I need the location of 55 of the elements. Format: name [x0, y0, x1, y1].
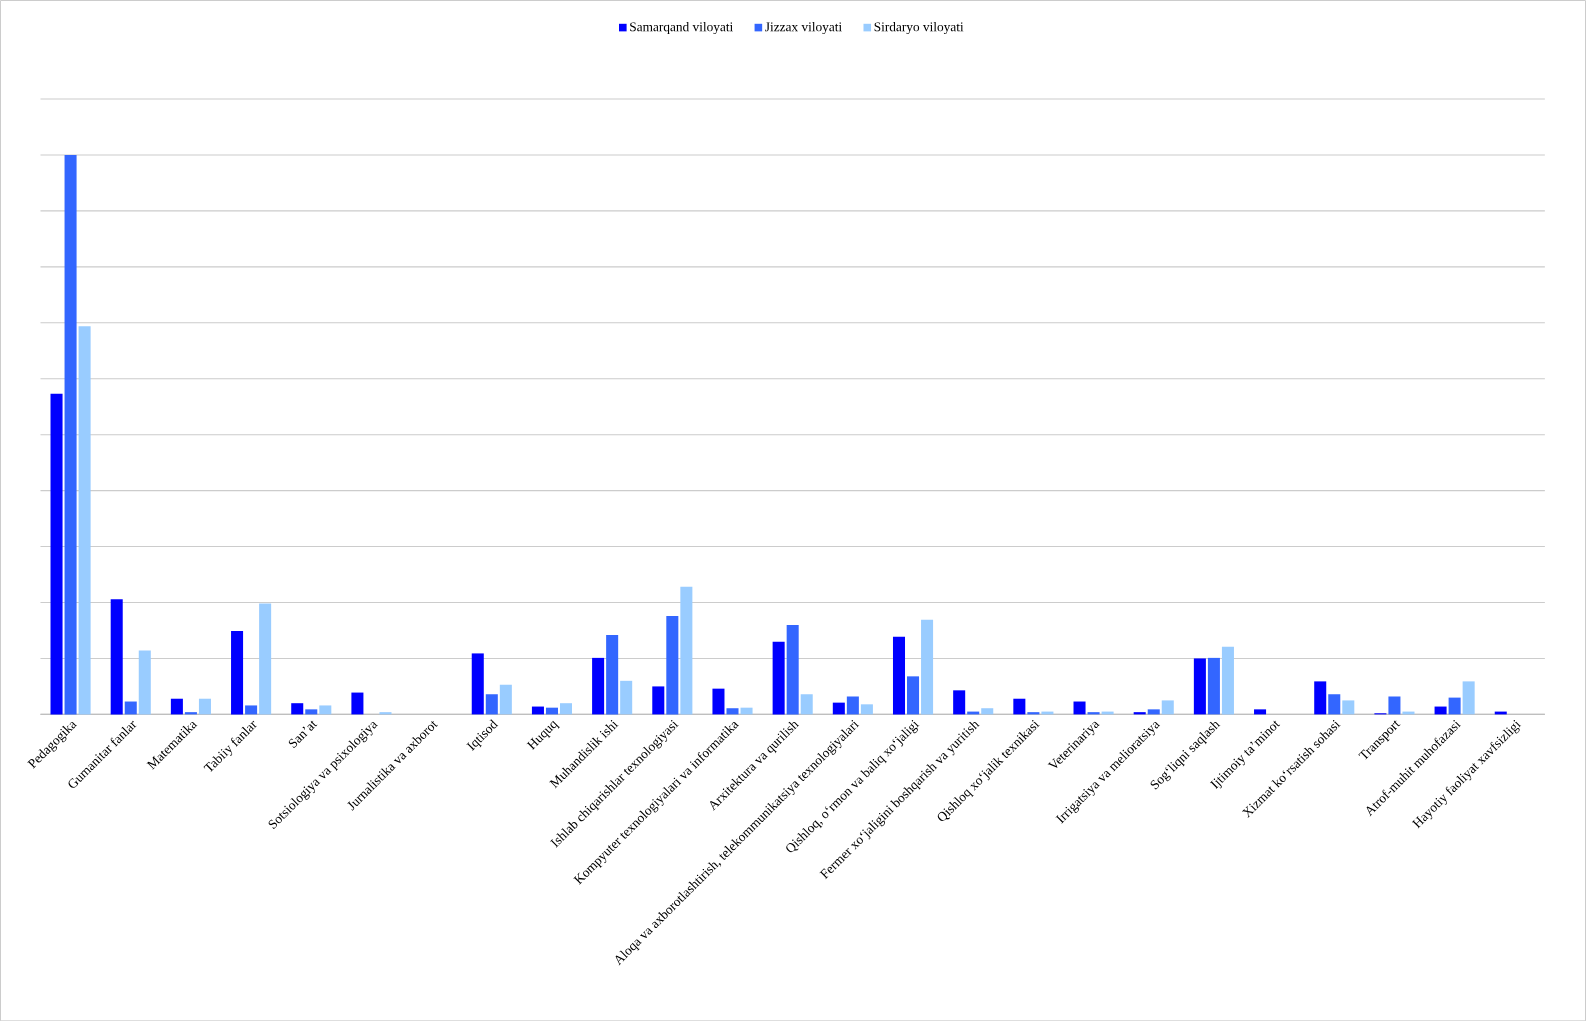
bar — [319, 705, 332, 715]
bar — [471, 653, 484, 715]
bar — [78, 325, 91, 715]
bar — [291, 703, 304, 715]
bar — [832, 702, 845, 715]
bar — [259, 603, 272, 715]
bar — [124, 701, 137, 715]
bar — [351, 692, 364, 715]
bar — [953, 690, 966, 715]
bar — [772, 641, 785, 715]
bar — [110, 598, 123, 715]
bar — [981, 708, 994, 715]
bar — [620, 680, 633, 715]
bar — [1221, 646, 1234, 715]
bar — [800, 694, 813, 715]
bar — [1388, 696, 1401, 715]
bar — [305, 709, 318, 715]
legend-label: Sirdaryo viloyati — [874, 21, 964, 34]
bar — [138, 650, 151, 715]
bar — [245, 705, 258, 715]
bar — [846, 696, 859, 715]
bar — [892, 636, 906, 715]
bar — [1462, 681, 1475, 715]
bar — [50, 393, 63, 715]
bar — [712, 688, 725, 715]
bar — [907, 676, 920, 715]
bar — [499, 684, 512, 715]
bar — [1161, 700, 1174, 715]
bar — [1073, 701, 1086, 715]
bar — [680, 586, 693, 715]
legend-label: Samarqand viloyati — [630, 21, 734, 34]
bar — [1207, 657, 1220, 715]
bar — [1254, 709, 1267, 715]
legend-label: Jizzax viloyati — [765, 21, 842, 34]
bar — [652, 686, 665, 715]
bar — [559, 703, 573, 715]
bar — [860, 704, 873, 715]
bar — [592, 657, 605, 715]
bar — [1193, 658, 1206, 715]
bar — [231, 630, 244, 715]
bar — [485, 694, 498, 715]
bar — [1448, 697, 1461, 715]
bar — [1147, 709, 1160, 715]
bar — [198, 698, 211, 715]
bar — [726, 708, 739, 715]
bar — [666, 615, 679, 715]
bar — [1328, 694, 1341, 715]
bar — [921, 619, 934, 715]
bar — [606, 634, 619, 715]
bar — [64, 154, 77, 715]
bar — [1342, 700, 1355, 715]
bar — [1314, 681, 1327, 715]
bar — [1013, 698, 1026, 715]
bar — [786, 624, 799, 715]
bar — [170, 698, 183, 715]
